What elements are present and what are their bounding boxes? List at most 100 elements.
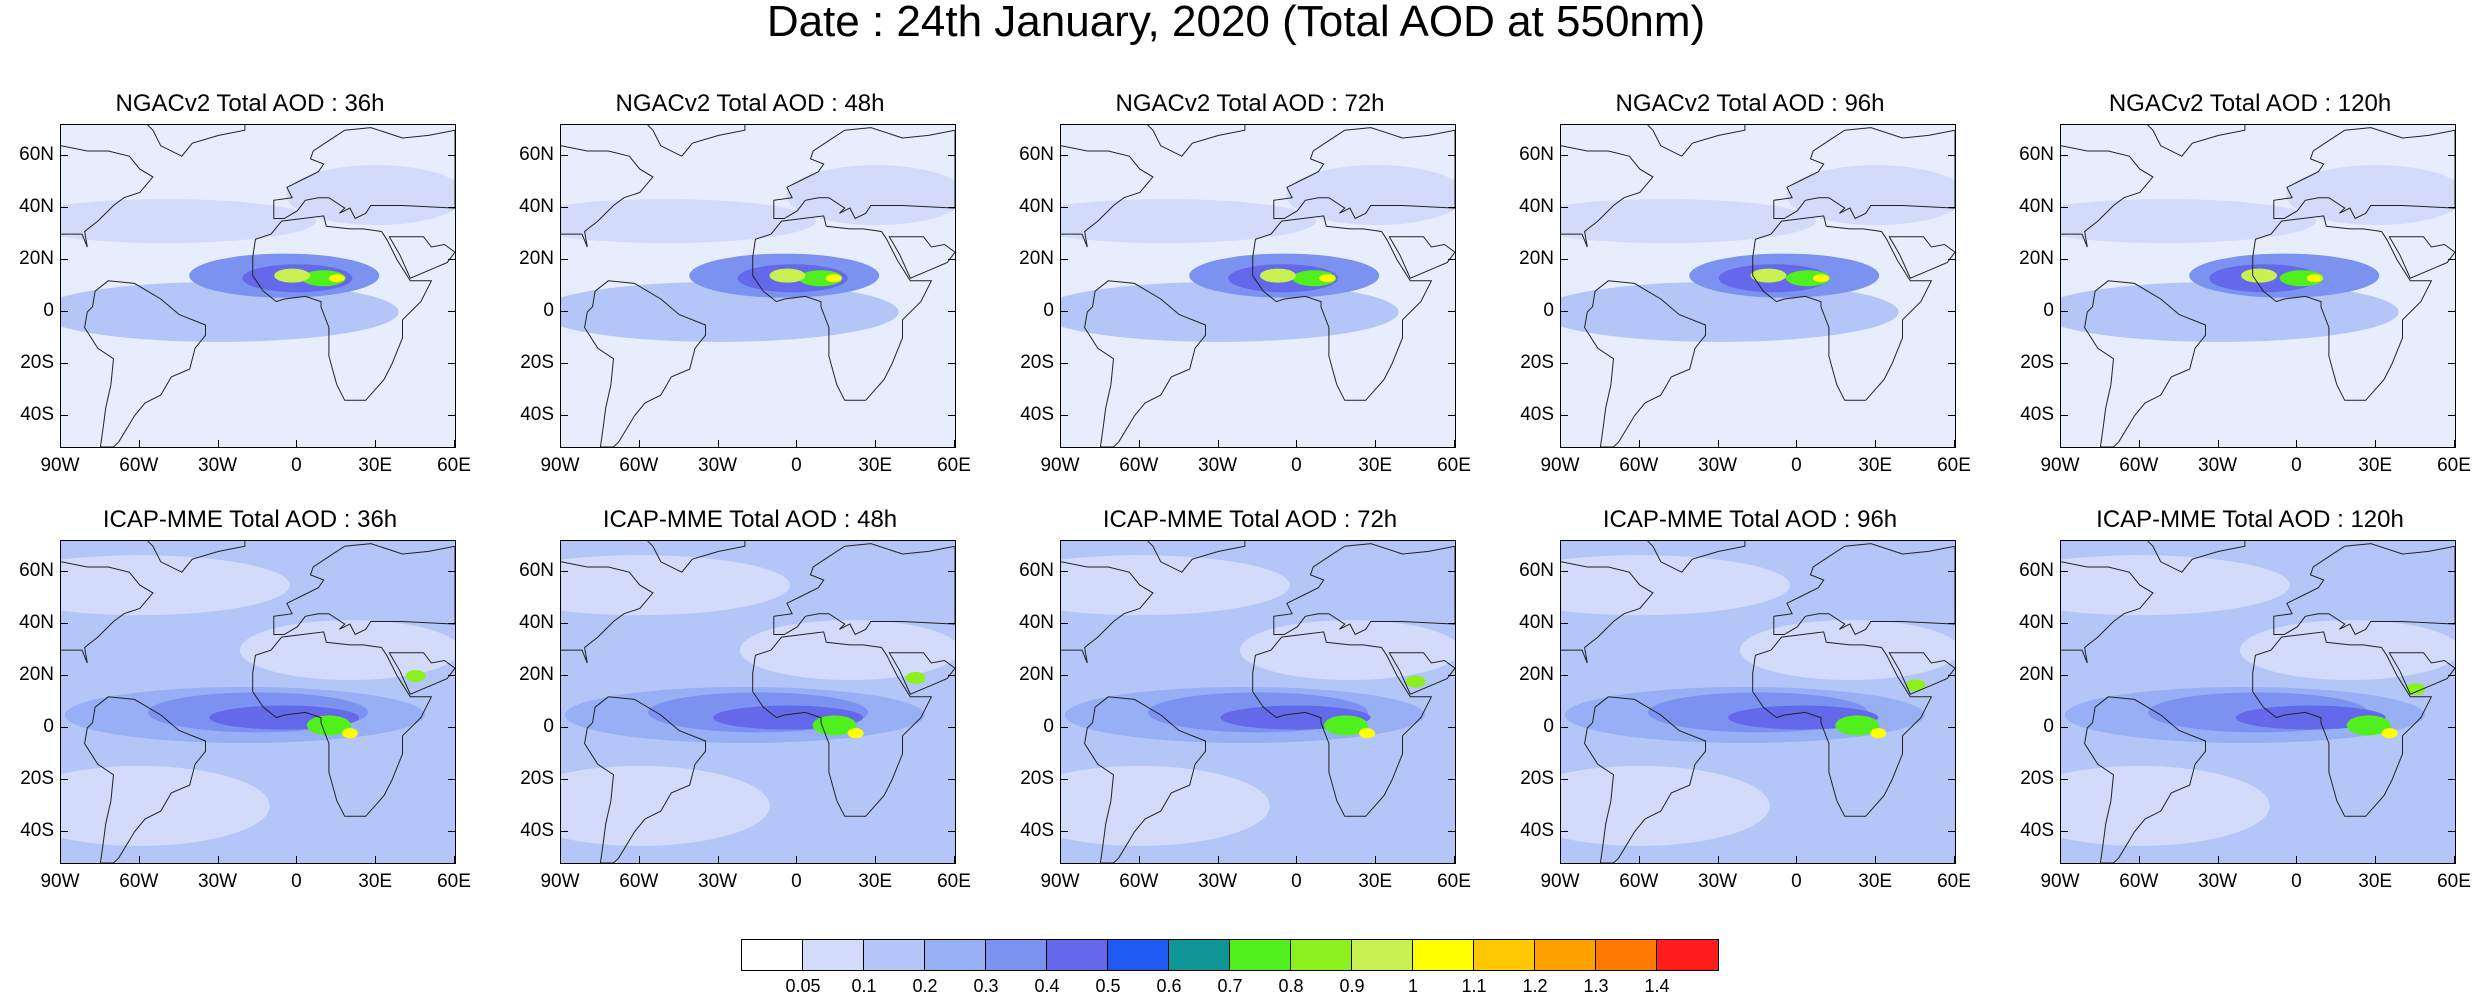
africa-outline <box>2252 215 2433 401</box>
longitude-label: 60W <box>1119 871 1159 892</box>
longitude-tick <box>296 440 298 448</box>
latitude-tick <box>60 207 68 209</box>
latitude-label: 60N <box>1019 560 1054 582</box>
latitude-label: 40S <box>2020 403 2054 425</box>
longitude-tick <box>1138 856 1140 864</box>
longitude-label: 30W <box>698 455 738 476</box>
map-panel: ICAP-MME Total AOD : 120h 60N 40N 20N 0 20S 40… <box>2000 508 2472 928</box>
latitude-label: 40N <box>19 612 54 634</box>
aod-band <box>1739 620 1955 681</box>
africa-outline <box>252 215 433 401</box>
longitude-tick <box>1217 440 1219 448</box>
aod-map <box>1060 124 1456 448</box>
aod-plume <box>1292 270 1337 287</box>
colorbar-label: 1 <box>1407 976 1418 996</box>
africa-outline <box>752 631 933 817</box>
aod-plume <box>1358 728 1375 739</box>
north-america-coast <box>2061 145 2154 248</box>
arabia-outline <box>888 652 955 695</box>
longitude-label: 0 <box>791 455 802 476</box>
aod-band <box>61 555 290 616</box>
longitude-label: 0 <box>791 871 802 892</box>
europe-outline <box>1273 543 1455 636</box>
longitude-tick <box>2060 856 2061 864</box>
longitude-tick <box>875 440 877 448</box>
latitude-label: 40N <box>519 196 554 218</box>
africa-outline <box>252 631 433 817</box>
colorbar-cell <box>925 940 986 970</box>
greenland-outline <box>1146 125 1246 157</box>
longitude-label: 0 <box>1791 455 1802 476</box>
longitude-label: 60W <box>119 871 159 892</box>
latitude-tick <box>2060 362 2068 364</box>
aod-band <box>61 765 270 846</box>
aod-band <box>611 364 932 415</box>
longitude-label: 30W <box>1198 455 1238 476</box>
latitude-label: 20N <box>519 664 554 686</box>
aod-band <box>1561 555 1790 616</box>
longitude-label: 0 <box>291 871 302 892</box>
latitude-tick <box>1948 726 1956 728</box>
aod-band <box>1561 199 1817 244</box>
map-panel: NGACv2 Total AOD : 36h 60N 40N 20N 0 20S 40S 90… <box>0 92 500 512</box>
latitude-tick <box>1948 571 1956 573</box>
longitude-tick <box>1138 440 1140 448</box>
colorbar-label: 0.6 <box>1156 976 1182 996</box>
colorbar <box>741 939 1719 971</box>
africa-outline <box>1252 631 1433 817</box>
aod-map <box>60 540 456 864</box>
arabia-outline <box>1388 236 1455 279</box>
arabia-outline <box>388 236 455 279</box>
longitude-label: 60W <box>1119 455 1159 476</box>
longitude-tick <box>2217 856 2219 864</box>
panel-title: NGACv2 Total AOD : 48h <box>615 90 885 117</box>
longitude-tick <box>2217 440 2219 448</box>
longitude-tick <box>717 440 719 448</box>
longitude-label: 30E <box>858 871 893 892</box>
latitude-tick <box>2448 675 2456 677</box>
aod-plume <box>2346 715 2391 736</box>
longitude-label: 30W <box>1698 871 1738 892</box>
longitude-label: 0 <box>1291 871 1302 892</box>
latitude-tick <box>2060 571 2068 573</box>
latitude-tick <box>560 155 568 157</box>
latitude-tick <box>1560 675 1568 677</box>
longitude-label: 60E <box>437 455 471 476</box>
greenland-outline <box>646 541 746 573</box>
latitude-tick <box>1060 726 1068 728</box>
longitude-tick <box>1638 440 1640 448</box>
latitude-label: 0 <box>543 715 554 737</box>
colorbar-cell <box>1291 940 1352 970</box>
latitude-tick <box>948 778 956 780</box>
longitude-tick <box>638 856 640 864</box>
latitude-tick <box>560 310 568 312</box>
longitude-label: 90W <box>1040 871 1080 892</box>
latitude-tick <box>1448 623 1456 625</box>
aod-band <box>1611 364 1932 415</box>
aod-band <box>111 364 432 415</box>
latitude-tick <box>60 571 68 573</box>
africa-outline <box>1752 215 1933 401</box>
longitude-label: 60E <box>1937 455 1971 476</box>
longitude-label: 30E <box>358 871 393 892</box>
latitude-tick <box>560 207 568 209</box>
colorbar-cell <box>1169 940 1230 970</box>
latitude-label: 60N <box>2019 560 2054 582</box>
latitude-label: 20S <box>1020 767 1054 789</box>
europe-outline <box>2273 127 2455 220</box>
latitude-tick <box>2060 155 2068 157</box>
aod-band <box>2061 199 2317 244</box>
panel-title: NGACv2 Total AOD : 96h <box>1615 90 1885 117</box>
latitude-tick <box>1560 362 1568 364</box>
latitude-label: 60N <box>1019 144 1054 166</box>
latitude-label: 40S <box>2020 819 2054 841</box>
colorbar-label: 0.8 <box>1278 976 1304 996</box>
latitude-tick <box>60 778 68 780</box>
longitude-label: 30E <box>358 455 393 476</box>
latitude-label: 20N <box>1519 664 1554 686</box>
latitude-tick <box>2448 830 2456 832</box>
north-america-coast <box>2061 561 2154 664</box>
latitude-tick <box>1448 778 1456 780</box>
aod-plume <box>301 270 346 287</box>
south-america-outline <box>584 280 706 447</box>
